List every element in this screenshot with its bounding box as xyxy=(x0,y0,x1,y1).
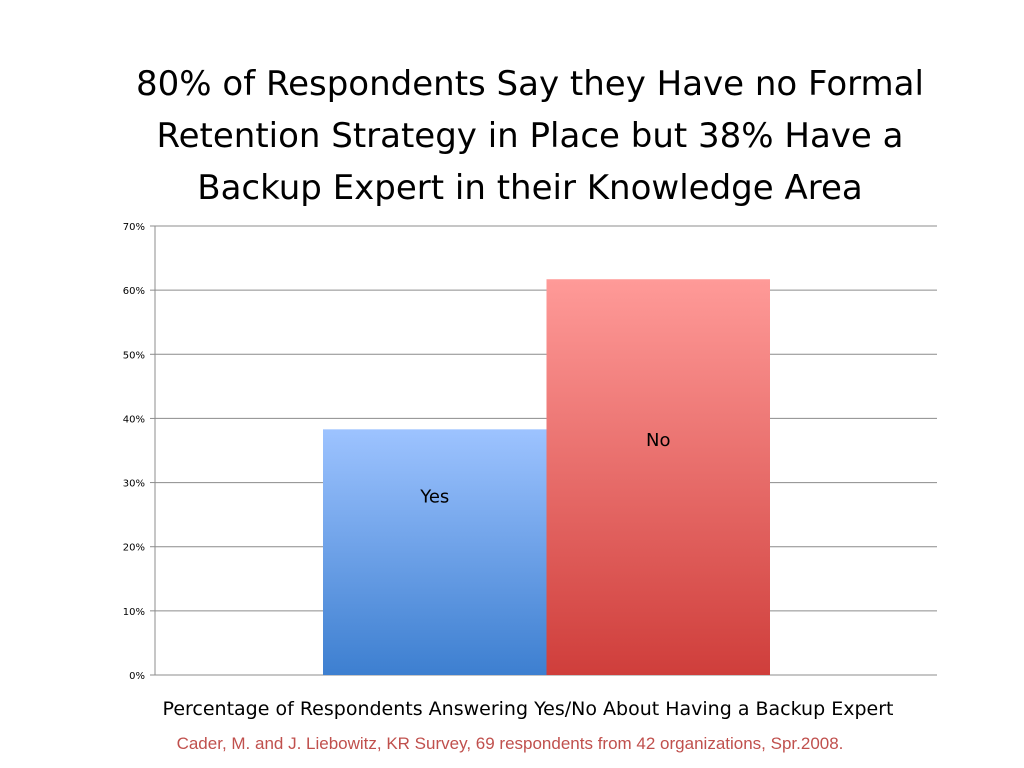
bar-yes xyxy=(323,429,547,675)
citation-text: Cader, M. and J. Liebowitz, KR Survey, 6… xyxy=(176,734,844,753)
y-tick-label: 10% xyxy=(123,607,145,618)
y-tick-label: 40% xyxy=(123,414,145,425)
y-tick-label: 20% xyxy=(123,543,145,554)
x-axis-label: Percentage of Respondents Answering Yes/… xyxy=(162,698,894,720)
bar-label-no: No xyxy=(646,430,670,451)
y-tick-label: 60% xyxy=(123,286,145,297)
y-tick-label: 30% xyxy=(123,479,145,490)
y-axis: 0% 10% 20% 30% 40% 50% 60% 70% xyxy=(123,222,156,682)
bar-no xyxy=(546,279,770,675)
bars xyxy=(323,279,770,675)
bar-labels: Yes No xyxy=(419,430,670,507)
bar-label-yes: Yes xyxy=(419,486,449,507)
y-tick-label: 50% xyxy=(123,350,145,361)
y-tick-label: 70% xyxy=(123,222,145,233)
chart-title: 80% of Respondents Say they Have no Form… xyxy=(136,64,924,208)
y-tick-label: 0% xyxy=(129,671,145,682)
